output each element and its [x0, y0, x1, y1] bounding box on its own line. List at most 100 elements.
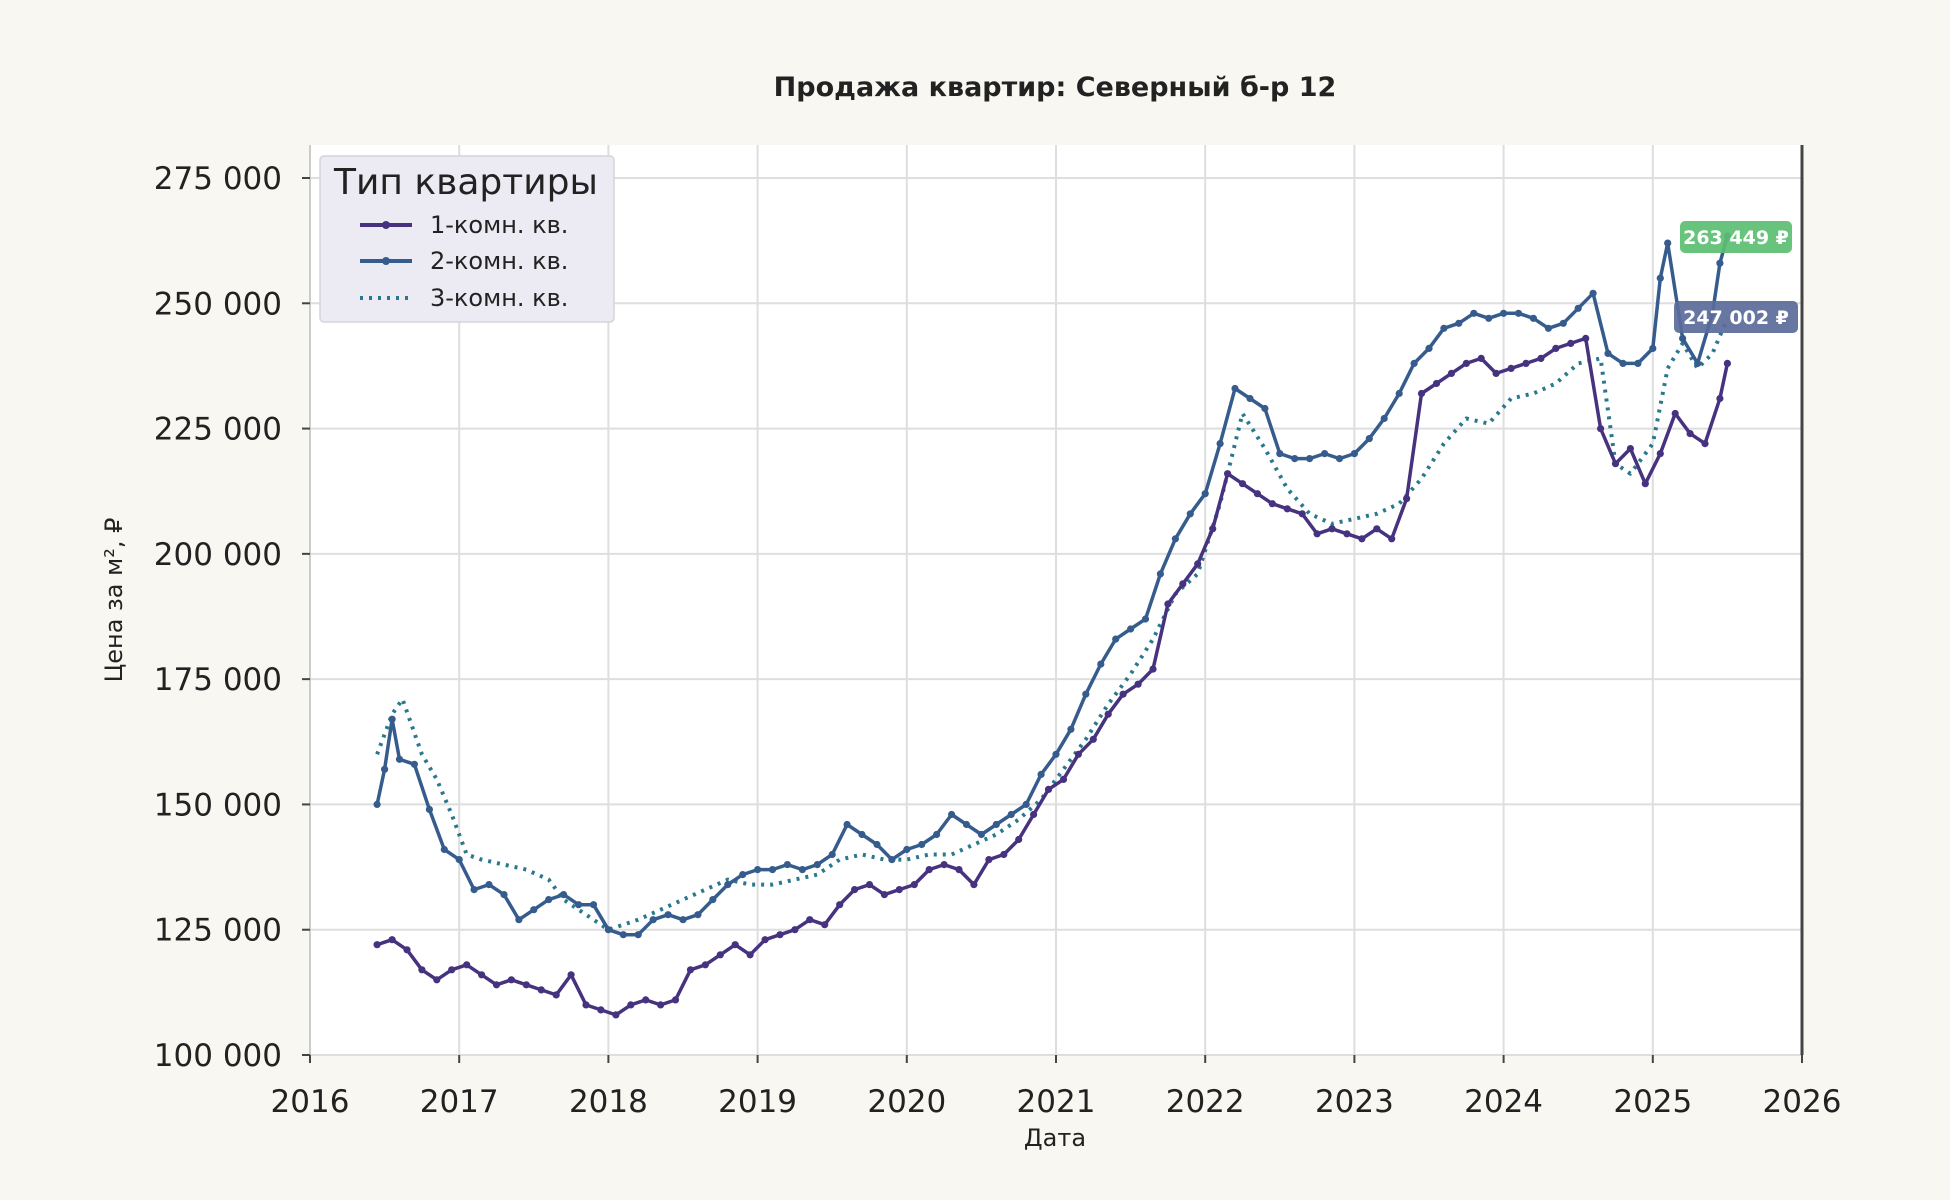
series-point-1room [403, 946, 411, 954]
series-point-2room [560, 891, 568, 899]
series-point-1room [582, 1001, 590, 1009]
series-point-2room [1276, 450, 1284, 458]
y-tick-label: 200 000 [154, 537, 282, 573]
series-point-2room [485, 881, 493, 889]
series-point-1room [448, 966, 456, 974]
series-point-1room [1268, 500, 1276, 508]
series-point-2room [1470, 309, 1478, 317]
series-point-1room [1522, 359, 1530, 367]
series-point-1room [731, 941, 739, 949]
series-point-2room [619, 931, 627, 939]
series-point-2room [1171, 535, 1179, 543]
series-point-2room [1559, 319, 1567, 327]
series-point-2room [1716, 259, 1724, 267]
series-point-2room [679, 916, 687, 924]
x-axis-label: Дата [1024, 1124, 1086, 1152]
series-point-1room [612, 1011, 620, 1019]
series-point-2room [649, 916, 657, 924]
series-point-1room [1723, 359, 1731, 367]
series-point-2room [1156, 570, 1164, 578]
series-point-2room [739, 871, 747, 879]
series-point-2room [813, 861, 821, 869]
series-point-2room [977, 830, 986, 839]
series-point-1room [522, 981, 530, 989]
x-tick-label: 2019 [718, 1084, 797, 1120]
series-point-2room [1589, 289, 1597, 297]
x-axis-ticks: 2016 2017 2018 2019 2020 2021 2022 2023 2024 2025… [271, 1055, 1841, 1120]
series-point-2room [1141, 615, 1150, 623]
badge-3room-bg [1674, 301, 1798, 333]
series-point-1room [1552, 344, 1560, 352]
legend-marker-1room [382, 221, 390, 229]
series-point-2room [1097, 660, 1105, 668]
series-point-1room [373, 941, 381, 949]
series-point-2room [440, 845, 448, 854]
series-point-2room [1656, 274, 1664, 282]
series-point-2room [410, 760, 418, 768]
series-point-2room [1634, 359, 1642, 367]
series-point-2room [1694, 359, 1702, 367]
series-point-1room [1194, 560, 1202, 568]
series-point-1room [1641, 480, 1649, 488]
series-point-2room [1425, 344, 1433, 352]
x-tick-label: 2021 [1017, 1084, 1096, 1120]
series-point-2room [783, 861, 792, 869]
series-point-1room [507, 976, 515, 984]
x-tick-label: 2017 [420, 1084, 499, 1120]
series-point-1room [463, 961, 471, 969]
series-point-2room [381, 765, 389, 773]
series-point-2room [1604, 349, 1612, 357]
series-point-2room [530, 906, 538, 914]
series-point-1room [671, 996, 680, 1004]
series-point-1room [1537, 354, 1545, 362]
series-point-2room [545, 896, 553, 904]
series-point-2room [515, 916, 523, 924]
series-point-1room [1134, 680, 1142, 688]
x-tick-label: 2024 [1464, 1084, 1543, 1120]
series-point-1room [746, 951, 754, 959]
series-point-1room [761, 936, 769, 944]
series-point-1room [851, 886, 859, 894]
series-point-1room [1492, 369, 1500, 377]
series-point-1room [627, 1001, 635, 1009]
series-point-1room [776, 931, 784, 939]
series-point-1room [821, 921, 829, 929]
legend-label-1room: 1-комн. кв. [430, 211, 568, 239]
y-tick-label: 125 000 [154, 913, 282, 949]
series-point-2room [1380, 414, 1388, 423]
series-point-1room [1283, 505, 1291, 513]
series-point-2room [1410, 359, 1418, 367]
x-tick-label: 2025 [1613, 1084, 1692, 1120]
series-point-2room [1574, 304, 1582, 312]
series-point-1room [1164, 600, 1172, 608]
chart-title: Продажа квартир: Северный б-р 12 [774, 72, 1337, 103]
series-point-2room [1246, 394, 1254, 403]
series-point-1room [1074, 750, 1082, 758]
series-point-2room [1216, 440, 1224, 448]
series-point-1room [1477, 354, 1485, 362]
series-point-1room [1597, 425, 1605, 433]
series-point-2room [1321, 450, 1329, 458]
series-point-1room [1358, 535, 1366, 543]
series-point-1room [552, 991, 560, 999]
series-point-2room [1649, 344, 1657, 352]
series-point-1room [567, 971, 575, 979]
series-point-1room [910, 881, 918, 889]
series-point-2room [1500, 309, 1508, 317]
series-point-1room [1432, 379, 1441, 388]
series-point-2room [1365, 435, 1373, 443]
series-point-1room [1567, 339, 1575, 347]
series-point-2room [858, 830, 866, 839]
x-tick-label: 2020 [867, 1084, 946, 1120]
series-point-2room [373, 800, 381, 809]
series-point-1room [1656, 450, 1664, 458]
x-tick-label: 2022 [1166, 1084, 1245, 1120]
x-tick-label: 2016 [271, 1084, 350, 1120]
series-point-2room [873, 840, 881, 849]
series-point-1room [537, 986, 545, 994]
series-point-1room [1209, 525, 1217, 533]
series-point-1room [388, 936, 396, 944]
series-point-1room [1238, 480, 1247, 488]
series-point-1room [1089, 735, 1097, 743]
series-point-1room [1626, 445, 1634, 453]
